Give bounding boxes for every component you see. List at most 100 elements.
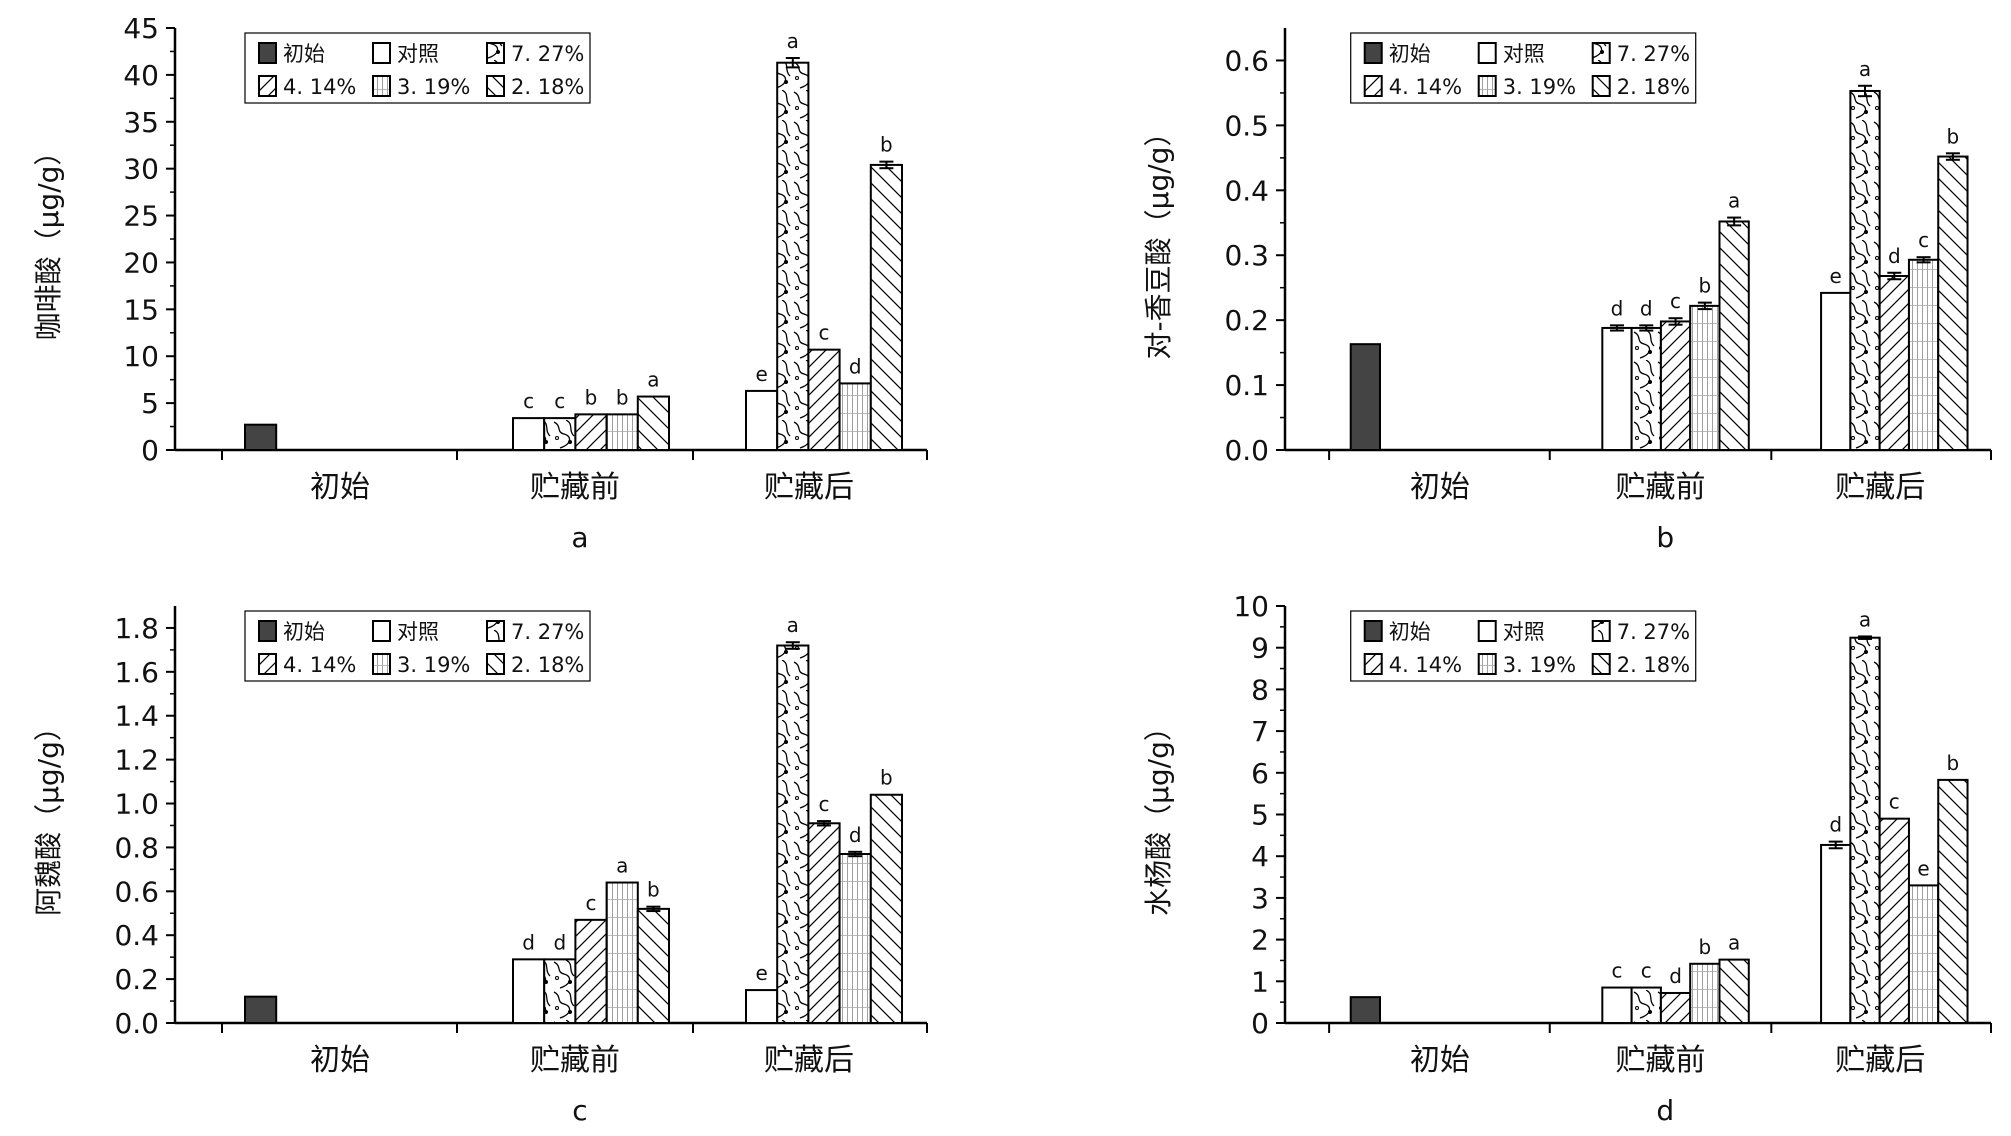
- legend-swatch: [1591, 75, 1611, 97]
- y-tick-label: 0.4: [1224, 174, 1269, 207]
- legend-label: 3. 19%: [397, 75, 470, 99]
- y-tick-label: 10: [123, 340, 159, 373]
- significance-letter: b: [647, 878, 660, 902]
- legend-swatch: [1363, 75, 1383, 97]
- x-tick-label: 初始: [310, 1043, 370, 1078]
- chart-panel-b: 0.00.10.20.30.40.50.6初始 贮藏前 贮藏后b对-香豆酸（μg/g…: [1142, 28, 1992, 554]
- x-tick-label: 初始: [1410, 1043, 1470, 1078]
- y-tick-label: 5: [141, 387, 159, 420]
- legend-swatch: [1363, 42, 1383, 64]
- legend-swatch: [1477, 653, 1497, 675]
- bar-贮藏后-对照: [745, 389, 779, 452]
- significance-letter: a: [787, 613, 799, 637]
- bar-贮藏后-7.27%: [1849, 636, 1881, 1025]
- legend-label: 2. 18%: [511, 75, 584, 99]
- legend-label: 4. 14%: [283, 75, 356, 99]
- x-tick-label: 贮藏前: [1616, 470, 1706, 505]
- significance-letter: a: [616, 854, 628, 878]
- y-axis-label: 水杨酸（μg/g）: [1142, 713, 1175, 916]
- significance-letter: e: [755, 961, 767, 985]
- significance-letter: c: [586, 891, 597, 915]
- y-tick-label: 25: [123, 200, 159, 233]
- y-tick-label: 0.0: [1224, 434, 1269, 467]
- legend-box: [244, 32, 591, 104]
- significance-letter: b: [1698, 274, 1711, 298]
- bar-贮藏前-3.19%: [1689, 962, 1721, 1025]
- y-tick-label: 20: [123, 246, 159, 279]
- legend-swatch: [372, 75, 391, 97]
- legend-label: 4. 14%: [283, 653, 356, 677]
- y-tick-label: 1.2: [114, 744, 159, 777]
- legend-swatch: [372, 653, 391, 675]
- legend-label: 2. 18%: [1617, 75, 1690, 99]
- y-tick-label: 1.6: [114, 656, 159, 689]
- panel-label: b: [1656, 521, 1674, 554]
- significance-letter: b: [880, 766, 893, 790]
- significance-letter: b: [1698, 935, 1711, 959]
- y-tick-label: 1: [1251, 965, 1269, 998]
- panel-label: d: [1656, 1094, 1674, 1127]
- y-tick-label: 0.1: [1224, 369, 1269, 402]
- bar-贮藏前-2.18%: [1718, 958, 1750, 1025]
- legend-swatch: [1477, 620, 1497, 642]
- bar-贮藏前-3.19%: [605, 881, 639, 1025]
- legend-swatch: [1363, 653, 1383, 675]
- bar-贮藏前-3.19%: [1689, 304, 1721, 451]
- bar-贮藏前-4.14%: [574, 413, 608, 451]
- legend: 初始 对照 7. 27% 4. 14% 3. 19% 2. 18%: [244, 610, 591, 682]
- bar-贮藏后-7.27%: [1849, 89, 1881, 452]
- legend-swatch: [372, 620, 391, 642]
- bar-贮藏后-4.14%: [807, 822, 841, 1024]
- significance-letter: a: [1859, 607, 1871, 631]
- y-tick-label: 9: [1251, 632, 1269, 665]
- significance-letter: a: [1728, 931, 1740, 955]
- bar-贮藏前-2.18%: [636, 395, 670, 451]
- bar-贮藏前-2.18%: [636, 907, 670, 1024]
- significance-letter: d: [1829, 813, 1842, 837]
- bar-贮藏前-对照: [512, 958, 546, 1025]
- significance-letter: c: [554, 389, 565, 413]
- x-tick-label: 贮藏后: [1835, 1043, 1925, 1078]
- bar-贮藏后-对照: [745, 989, 779, 1024]
- y-tick-label: 0: [141, 434, 159, 467]
- y-tick-label: 8: [1251, 673, 1269, 706]
- bar-贮藏前-7.27%: [1630, 986, 1662, 1024]
- significance-letter: c: [819, 792, 830, 816]
- legend-label: 3. 19%: [397, 653, 470, 677]
- legend-label: 3. 19%: [1503, 653, 1576, 677]
- significance-letter: d: [849, 354, 862, 378]
- bar-贮藏前-对照: [1601, 986, 1633, 1024]
- legend-label: 初始: [283, 620, 325, 644]
- significance-letter: d: [1611, 296, 1624, 320]
- chart-panel-c: 0.00.20.40.60.81.01.21.41.61.8初始 贮藏前 贮藏后c阿…: [32, 606, 928, 1127]
- legend-label: 对照: [1503, 42, 1545, 66]
- bar-贮藏前-2.18%: [1718, 220, 1750, 451]
- legend-box: [244, 610, 591, 682]
- x-tick-label: 初始: [310, 470, 370, 505]
- legend-label: 4. 14%: [1389, 653, 1462, 677]
- legend-label: 对照: [1503, 620, 1545, 644]
- significance-letter: d: [849, 823, 862, 847]
- legend-swatch: [1591, 653, 1611, 675]
- y-tick-label: 1.8: [114, 612, 159, 645]
- legend-swatch: [1477, 42, 1497, 64]
- legend-label: 初始: [1389, 42, 1431, 66]
- legend-swatch: [258, 653, 277, 675]
- bar-贮藏后-4.14%: [807, 348, 841, 451]
- significance-letter: a: [647, 368, 659, 392]
- legend-swatch: [486, 42, 505, 64]
- y-tick-label: 45: [123, 12, 159, 45]
- legend: 初始 对照 7. 27% 4. 14% 3. 19% 2. 18%: [1350, 32, 1697, 104]
- bar-贮藏后-4.14%: [1878, 817, 1910, 1024]
- legend-label: 对照: [397, 42, 439, 66]
- bar-贮藏前-4.14%: [1659, 991, 1692, 1025]
- legend-swatch: [258, 42, 277, 64]
- significance-letter: c: [523, 389, 534, 413]
- y-axis-label: 阿魏酸（μg/g）: [32, 713, 65, 916]
- panel-label: a: [571, 521, 588, 554]
- y-tick-label: 0.2: [1224, 304, 1269, 337]
- significance-letter: e: [1830, 264, 1842, 288]
- y-tick-label: 1.0: [114, 788, 159, 821]
- bar-贮藏后-3.19%: [838, 382, 872, 452]
- x-tick-label: 贮藏前: [1616, 1043, 1706, 1078]
